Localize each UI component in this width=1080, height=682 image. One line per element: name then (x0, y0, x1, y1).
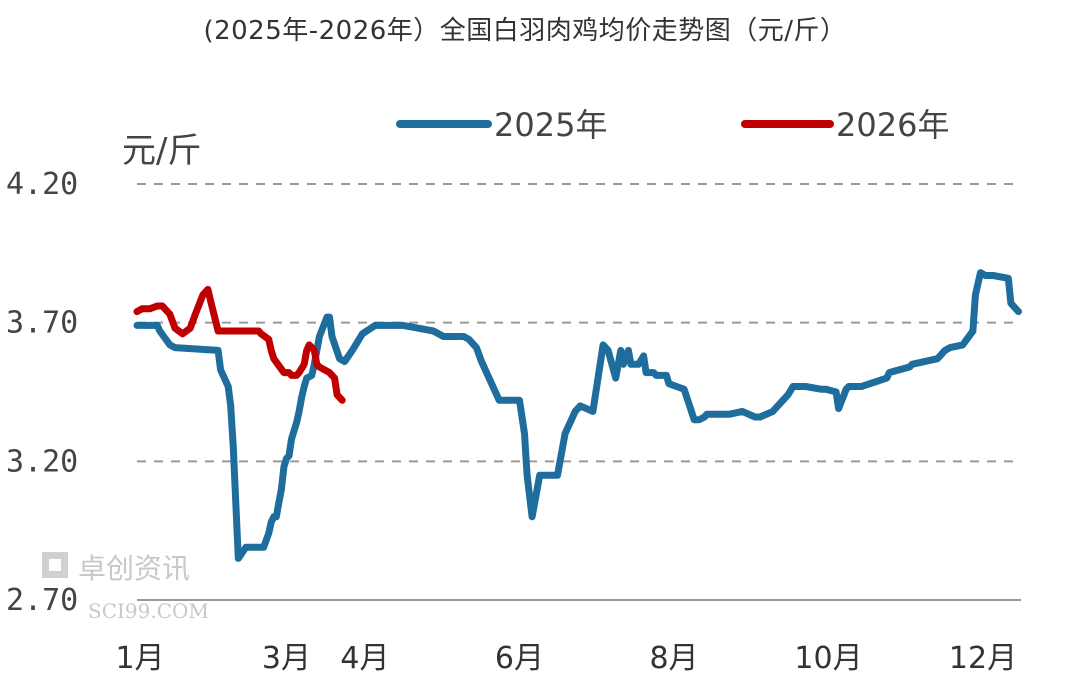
chart-title: (2025年-2026年）全国白羽肉鸡均价走势图（元/斤） (203, 16, 847, 46)
x-tick-label: 8月 (649, 641, 698, 676)
legend-label: 2025年 (494, 106, 607, 144)
x-tick-label: 12月 (949, 641, 1017, 676)
y-tick-label: 3.70 (6, 306, 78, 341)
series-line-2026 (133, 285, 346, 404)
legend-label: 2026年 (836, 106, 949, 144)
y-axis-unit-label: 元/斤 (122, 131, 201, 171)
legend: 2025年 2026年 (396, 106, 949, 144)
watermark-name: 卓创资讯 (78, 552, 190, 585)
y-tick-label: 4.20 (6, 167, 78, 202)
x-tick-label: 4月 (340, 641, 389, 676)
series-lines (133, 269, 1022, 562)
y-tick-label: 2.70 (6, 583, 78, 618)
y-tick-label: 3.20 (6, 444, 78, 479)
axes: 2.70 3.20 3.70 4.20 1月 3月 4月 6月 8月 10月 12月 (6, 167, 1021, 676)
watermark-site: SCI99.COM (88, 599, 209, 623)
x-tick-label: 3月 (262, 641, 311, 676)
grid-lines (137, 183, 1021, 463)
series-line-2025 (133, 269, 1022, 562)
x-tick-label: 1月 (115, 641, 164, 676)
x-tick-label: 6月 (495, 641, 544, 676)
x-tick-label: 10月 (794, 641, 862, 676)
watermark-logo-icon-inner (49, 559, 61, 571)
watermark: 卓创资讯 SCI99.COM (42, 552, 209, 623)
